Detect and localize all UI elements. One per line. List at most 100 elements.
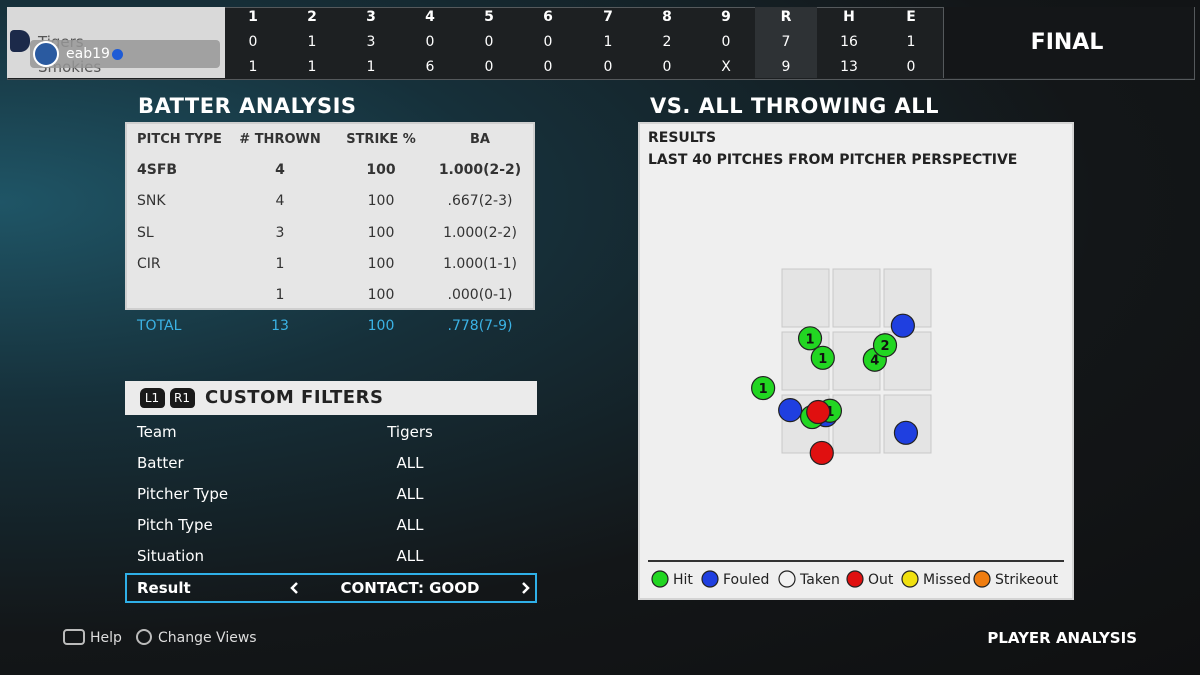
pitch-marker bbox=[872, 333, 898, 358]
inning-score: 0 bbox=[721, 34, 731, 50]
filter-label[interactable]: Pitcher Type bbox=[137, 484, 229, 503]
table-cell[interactable]: 1.000(1-1) bbox=[443, 255, 517, 272]
table-cell[interactable]: 100 bbox=[366, 162, 396, 178]
legend-label: Out bbox=[868, 572, 894, 588]
table-cell[interactable]: 100 bbox=[367, 255, 395, 272]
total-score: 7 bbox=[781, 34, 791, 50]
user-avatar bbox=[33, 41, 59, 67]
total-cell: .778(7-9) bbox=[447, 318, 513, 334]
shoulder-button-label[interactable]: R1 bbox=[174, 391, 190, 405]
filter-value[interactable]: Tigers bbox=[387, 422, 433, 441]
arrow-left[interactable] bbox=[290, 582, 298, 594]
section-title: CUSTOM FILTERS bbox=[205, 387, 384, 408]
pitch-marker bbox=[809, 440, 834, 466]
table-cell[interactable]: 1.000(2-2) bbox=[438, 162, 522, 178]
panel-subtitle: LAST 40 PITCHES FROM PITCHER PERSPECTIVE bbox=[648, 152, 1018, 168]
platform-icon bbox=[112, 49, 123, 60]
inning-score: 0 bbox=[425, 34, 435, 50]
inning-score: 0 bbox=[484, 34, 494, 50]
circle-icon[interactable] bbox=[136, 629, 152, 645]
pitch-marker bbox=[797, 326, 823, 351]
inning-header: 3 bbox=[366, 9, 376, 25]
table-cell[interactable]: 1 bbox=[275, 255, 285, 272]
result-filter-box[interactable] bbox=[125, 573, 537, 603]
pitch-count-label: 2 bbox=[880, 339, 889, 354]
section-title: VS. ALL THROWING ALL bbox=[650, 93, 940, 118]
pitch-marker bbox=[806, 399, 831, 425]
legend-swatch bbox=[973, 570, 991, 588]
legend-swatch bbox=[778, 570, 796, 588]
game-status: FINAL bbox=[1030, 30, 1104, 55]
table-cell[interactable]: 100 bbox=[367, 287, 395, 304]
inning-header: 4 bbox=[425, 9, 435, 25]
shoulder-button-label[interactable]: L1 bbox=[144, 391, 160, 405]
total-score: 9 bbox=[781, 59, 791, 75]
table-cell[interactable]: CIR bbox=[137, 255, 161, 272]
pitch-marker bbox=[810, 345, 835, 370]
table-cell[interactable]: 100 bbox=[367, 193, 395, 210]
user-name: eab19 bbox=[66, 46, 110, 62]
pitch-chart: 142111HitFouledTakenOutMissedStrikeout bbox=[651, 268, 1059, 588]
table-cell[interactable]: 4 bbox=[275, 162, 285, 178]
screen-name: PLAYER ANALYSIS bbox=[987, 628, 1137, 647]
inning-header: 1 bbox=[248, 9, 258, 25]
table-cell[interactable]: SNK bbox=[137, 193, 166, 210]
table-cell[interactable]: .000(0-1) bbox=[447, 287, 513, 304]
table-cell[interactable]: 4SFB bbox=[137, 162, 178, 178]
table-cell[interactable]: SL bbox=[137, 224, 154, 241]
inning-header: 7 bbox=[603, 9, 613, 25]
total-cell: 13 bbox=[271, 318, 289, 334]
zone-cell bbox=[832, 268, 881, 328]
table-cell[interactable]: .667(2-3) bbox=[447, 193, 513, 210]
arrow-right[interactable] bbox=[522, 582, 530, 594]
inning-score: 0 bbox=[248, 34, 258, 50]
filter-value[interactable]: ALL bbox=[396, 453, 424, 472]
total-cell: 100 bbox=[367, 318, 395, 334]
filter-value[interactable]: ALL bbox=[396, 547, 424, 566]
help-icon[interactable] bbox=[63, 629, 85, 645]
legend-swatch bbox=[846, 570, 864, 588]
shoulder-button[interactable] bbox=[170, 388, 195, 408]
footer-action[interactable]: Help bbox=[90, 630, 122, 646]
section-title: BATTER ANALYSIS bbox=[138, 93, 357, 118]
totals-box bbox=[755, 7, 817, 78]
filter-value[interactable]: CONTACT: GOOD bbox=[340, 578, 480, 597]
table-cell[interactable]: 100 bbox=[367, 224, 395, 241]
column-header: BA bbox=[470, 131, 490, 147]
inning-header: 6 bbox=[543, 9, 553, 25]
inning-score: 0 bbox=[543, 59, 553, 75]
table-cell[interactable]: 4 bbox=[275, 193, 285, 210]
table-cell[interactable]: 1 bbox=[275, 287, 285, 304]
filter-label[interactable]: Batter bbox=[137, 453, 184, 472]
legend-divider bbox=[648, 560, 1064, 562]
inning-score: 0 bbox=[603, 59, 613, 75]
inning-header: 8 bbox=[662, 9, 672, 25]
total-header: E bbox=[906, 9, 916, 25]
legend-label: Fouled bbox=[723, 572, 769, 588]
filter-value[interactable]: ALL bbox=[396, 484, 424, 503]
shoulder-button[interactable] bbox=[140, 388, 165, 408]
table-cell[interactable]: 3 bbox=[275, 224, 285, 241]
inning-header: 5 bbox=[484, 9, 494, 25]
filter-label[interactable]: Situation bbox=[137, 547, 205, 566]
legend-label: Missed bbox=[923, 572, 971, 588]
zone-cell bbox=[781, 268, 830, 328]
inning-header: 2 bbox=[307, 9, 317, 25]
filter-label[interactable]: Pitch Type bbox=[137, 516, 213, 535]
inning-score: 0 bbox=[662, 59, 672, 75]
zone-cell bbox=[832, 394, 881, 454]
inning-score: 2 bbox=[662, 34, 672, 50]
inning-score: 1 bbox=[307, 34, 317, 50]
filter-value[interactable]: ALL bbox=[396, 516, 424, 535]
footer-action[interactable]: Change Views bbox=[158, 630, 257, 646]
filter-label[interactable]: Team bbox=[137, 422, 177, 441]
filter-label[interactable]: Result bbox=[137, 578, 191, 597]
inning-score: 1 bbox=[248, 59, 258, 75]
pitch-count-label: 1 bbox=[759, 382, 768, 397]
column-header: # THROWN bbox=[239, 131, 321, 147]
table-cell[interactable]: 1.000(2-2) bbox=[443, 224, 517, 241]
pitch-count-label: 1 bbox=[818, 352, 827, 367]
inning-score: 1 bbox=[307, 59, 317, 75]
inning-score: 3 bbox=[366, 34, 376, 50]
